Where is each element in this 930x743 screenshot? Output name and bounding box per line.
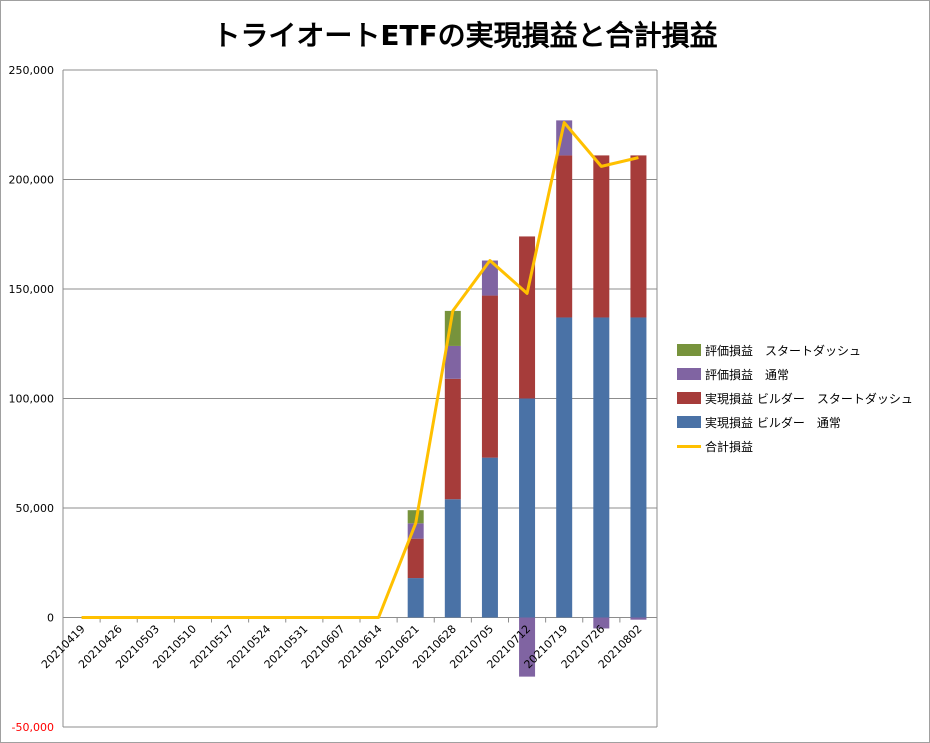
legend-label: 評価損益 スタートダッシュ (705, 343, 862, 358)
bar-segment (593, 617, 610, 629)
legend-item-eval-startdash: 評価損益 スタートダッシュ (677, 338, 913, 362)
legend-label: 合計損益 (705, 439, 754, 454)
legend-item-total: 合計損益 (677, 434, 913, 458)
bar-segment (407, 578, 424, 618)
y-tick-labels: 250,000 200,000 150,000 100,000 50,000 0 -50,0… (9, 64, 55, 734)
legend-item-realized-startdash: 実現損益 ビルダー スタートダッシュ (677, 386, 913, 410)
y-tick-label: 100,000 (9, 393, 55, 406)
bar-segment (630, 617, 647, 620)
y-tick-label: -50,000 (12, 721, 54, 734)
x-tick-labels: 2021041920210426202105032021051020210517… (39, 622, 645, 671)
legend-item-eval-normal: 評価損益 通常 (677, 362, 913, 386)
bar-segment (519, 617, 536, 677)
bar-segment (556, 317, 573, 618)
bar-segment (556, 155, 573, 318)
legend-label: 実現損益 ビルダー 通常 (705, 415, 841, 430)
bar-segment (444, 378, 461, 500)
bar-segment (481, 295, 498, 458)
y-tick-label: 150,000 (9, 283, 55, 296)
y-tick-label: 250,000 (9, 64, 55, 77)
chart-title: トライオートETFの実現損益と合計損益 (212, 19, 718, 52)
bar-segment (519, 398, 536, 618)
legend-label: 実現損益 ビルダー スタートダッシュ (705, 391, 913, 406)
bar-segment (593, 155, 610, 318)
legend-swatch-total (677, 444, 701, 448)
legend-swatch-eval-normal (677, 368, 701, 380)
bar-segment (407, 538, 424, 579)
bar-segment (481, 457, 498, 618)
y-tick-label: 200,000 (9, 174, 55, 187)
legend-swatch-eval-startdash (677, 344, 701, 356)
total-line-path (81, 121, 639, 619)
bar-segment (444, 345, 461, 379)
legend-item-realized-normal: 実現損益 ビルダー 通常 (677, 410, 913, 434)
bar-segment (630, 317, 647, 618)
bar-segment (444, 499, 461, 618)
bar-segment (593, 317, 610, 618)
y-tick-label: 0 (47, 612, 54, 625)
legend-swatch-realized-startdash (677, 392, 701, 404)
legend-swatch-realized-normal (677, 416, 701, 428)
y-tick-label: 50,000 (16, 502, 55, 515)
legend: 評価損益 スタートダッシュ 評価損益 通常 実現損益 ビルダー スタートダッシュ… (677, 338, 913, 458)
bar-segment (630, 155, 647, 318)
legend-label: 評価損益 通常 (705, 367, 790, 382)
bar-segment (481, 260, 498, 296)
total-line (81, 121, 639, 619)
